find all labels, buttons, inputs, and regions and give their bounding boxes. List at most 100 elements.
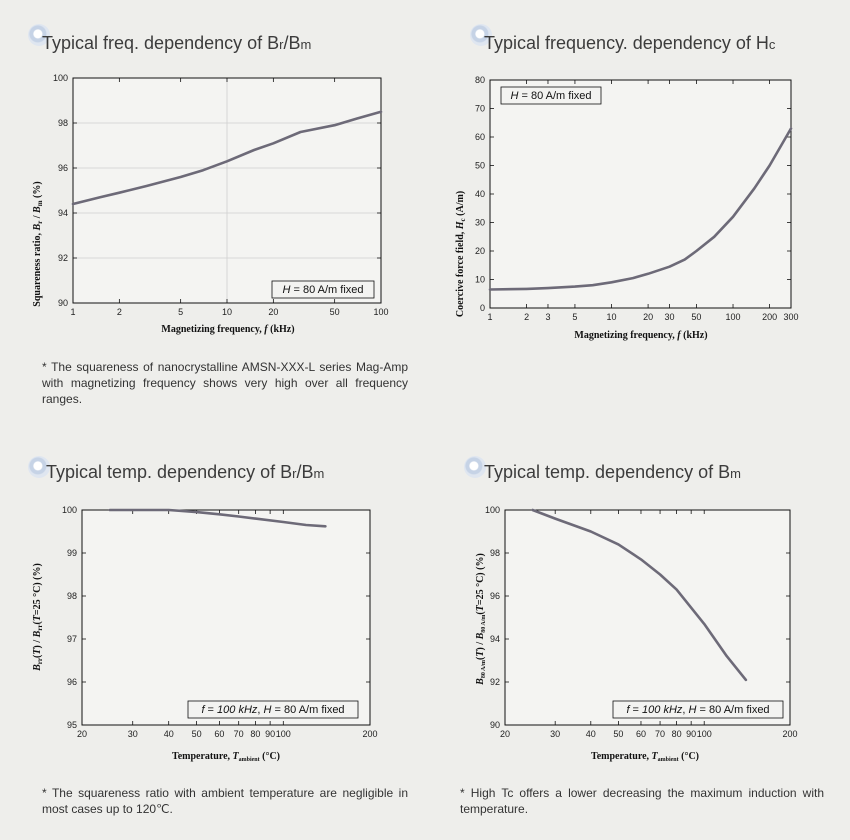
y-tick-label: 50: [475, 161, 485, 171]
x-tick-label: 1: [70, 307, 75, 317]
plot-area: [490, 80, 791, 308]
annotation-text: H = 80 A/m fixed: [282, 284, 363, 296]
title-text: Typical temp. dependency of B: [46, 462, 293, 482]
y-tick-label: 98: [67, 591, 77, 601]
x-tick-label: 300: [783, 312, 798, 322]
y-tick-label: 96: [58, 163, 68, 173]
x-tick-label: 10: [607, 312, 617, 322]
y-tick-label: 98: [58, 118, 68, 128]
x-tick-label: 200: [362, 729, 377, 739]
panel-title-br-bm-freq: Typical freq. dependency of Br/Bm: [42, 33, 311, 54]
x-tick-label: 20: [268, 307, 278, 317]
x-tick-label: 5: [572, 312, 577, 322]
y-tick-label: 100: [485, 505, 500, 515]
x-tick-label: 50: [613, 729, 623, 739]
series-line: [71, 110, 383, 206]
x-axis-label: Temperature, Tambient (°C): [591, 751, 699, 763]
bullet-circle-icon: [28, 24, 50, 46]
y-tick-label: 80: [475, 75, 485, 85]
x-tick-label: 2: [117, 307, 122, 317]
y-tick-label: 97: [67, 634, 77, 644]
y-axis-label: Squareness ratio, Br / Bm (%): [32, 181, 44, 306]
y-tick-label: 98: [490, 548, 500, 558]
x-tick-label: 50: [691, 312, 701, 322]
y-tick-label: 90: [490, 720, 500, 730]
y-tick-label: 94: [58, 208, 68, 218]
y-tick-label: 99: [67, 548, 77, 558]
x-tick-label: 80: [250, 729, 260, 739]
plot-frame: [504, 509, 791, 726]
x-tick-label: 70: [655, 729, 665, 739]
title-text: Typical frequency. dependency of H: [484, 33, 769, 53]
title-sub-r: r: [279, 37, 284, 52]
x-tick-label: 100: [726, 312, 741, 322]
x-tick-label: 50: [330, 307, 340, 317]
x-tick-label: 60: [214, 729, 224, 739]
panel-title-br-bm-temp: Typical temp. dependency of Br/Bm: [46, 462, 324, 483]
y-axis-label: B80 A/m(T) / B80 A/m(T=25 °C) (%): [475, 553, 487, 686]
title-text: Typical temp. dependency of B: [484, 462, 731, 482]
x-tick-label: 30: [664, 312, 674, 322]
chart-br-bm-freq: Squareness ratio, Br / Bm (%) Magnetizin…: [32, 73, 389, 335]
annotation-box: f = 100 kHz, H = 80 A/m fixed: [187, 700, 359, 719]
y-tick-label: 94: [490, 634, 500, 644]
y-tick-label: 70: [475, 104, 485, 114]
title-sub-m: m: [730, 466, 741, 481]
annotation-box: H = 80 A/m fixed: [500, 86, 602, 105]
title-text: Typical freq. dependency of B: [42, 33, 280, 53]
title-slash: /B: [283, 33, 301, 53]
plot-area: [82, 510, 370, 725]
series-line: [108, 508, 327, 528]
series-line: [488, 127, 793, 291]
title-slash: /B: [296, 462, 314, 482]
x-tick-label: 20: [77, 729, 87, 739]
title-sub-r: r: [292, 466, 297, 481]
x-tick-label: 100: [697, 729, 712, 739]
x-axis-label: Magnetizing frequency, f (kHz): [161, 324, 294, 335]
chart-br-bm-temp: Brr(T) / Brr(T=25 °C) (%) Temperature, T…: [32, 505, 378, 763]
caption-br-bm-temp: * The squareness ratio with ambient temp…: [42, 786, 408, 816]
y-tick-label: 96: [490, 591, 500, 601]
x-tick-label: 10: [222, 307, 232, 317]
x-tick-label: 200: [782, 729, 797, 739]
y-tick-label: 95: [67, 720, 77, 730]
title-sub-m: m: [300, 37, 312, 52]
y-tick-label: 100: [53, 73, 68, 83]
caption-bm-temp: * High Tc offers a lower decreasing the …: [460, 786, 824, 816]
x-tick-label: 100: [373, 307, 388, 317]
y-tick-label: 60: [475, 132, 485, 142]
y-tick-label: 40: [475, 189, 485, 199]
plot-area: [505, 510, 790, 725]
y-tick-label: 92: [58, 253, 68, 263]
plot-frame: [81, 509, 371, 726]
x-tick-label: 5: [178, 307, 183, 317]
x-tick-label: 100: [276, 729, 291, 739]
x-tick-label: 3: [545, 312, 550, 322]
y-tick-label: 100: [62, 505, 77, 515]
x-axis-label: Magnetizing frequency, f (kHz): [574, 330, 707, 341]
title-sub-c: c: [768, 37, 776, 52]
x-tick-label: 70: [234, 729, 244, 739]
bullet-circle-icon: [464, 456, 486, 478]
x-axis-label: Temperature, Tambient (°C): [172, 751, 280, 763]
y-axis-label: Coercive force field, Hc (A/m): [455, 191, 467, 317]
bullet-circle-icon: [28, 456, 50, 478]
panel-title-bm-temp: Typical temp. dependency of Bm: [484, 462, 741, 483]
annotation-text: f = 100 kHz, H = 80 A/m fixed: [201, 704, 344, 716]
panel-title-hc-freq: Typical frequency. dependency of Hc: [484, 33, 775, 54]
x-tick-label: 60: [636, 729, 646, 739]
y-axis-label: Brr(T) / Brr(T=25 °C) (%): [32, 563, 44, 672]
y-tick-label: 90: [58, 298, 68, 308]
x-tick-label: 1: [487, 312, 492, 322]
chart-bm-temp: B80 A/m(T) / B80 A/m(T=25 °C) (%) Temper…: [475, 505, 798, 763]
title-sub-m: m: [313, 466, 325, 481]
bullet-circle-icon: [470, 24, 492, 46]
annotation-box: f = 100 kHz, H = 80 A/m fixed: [612, 700, 784, 719]
x-tick-label: 90: [686, 729, 696, 739]
x-tick-label: 30: [550, 729, 560, 739]
chart-hc-freq: Coercive force field, Hc (A/m) Magnetizi…: [455, 75, 799, 341]
caption-br-bm-freq: * The squareness of nanocrystalline AMSN…: [42, 360, 408, 406]
annotation-text: f = 100 kHz, H = 80 A/m fixed: [626, 704, 769, 716]
x-tick-label: 40: [586, 729, 596, 739]
x-tick-label: 20: [500, 729, 510, 739]
